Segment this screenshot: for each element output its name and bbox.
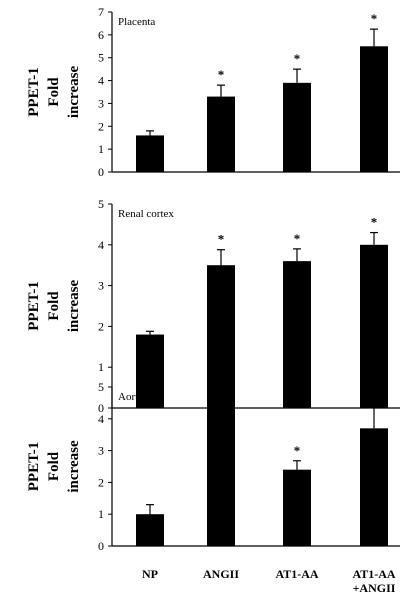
bar xyxy=(360,244,388,408)
y-axis-label-line: increase xyxy=(66,66,82,119)
bar xyxy=(136,334,164,408)
panel-title: Placenta xyxy=(118,16,155,28)
bar xyxy=(136,135,164,172)
y-tick-label: 0 xyxy=(98,539,104,553)
y-axis-label-line: increase xyxy=(66,440,82,493)
y-tick-label: 5 xyxy=(98,380,104,394)
x-category-label: NP xyxy=(142,567,158,581)
y-axis-label-line: Fold xyxy=(46,77,62,107)
y-tick-label: 2 xyxy=(98,475,104,489)
y-tick-label: 4 xyxy=(98,238,104,252)
y-tick-label: 0 xyxy=(98,165,104,179)
x-category-label: +ANGII xyxy=(353,581,396,595)
y-axis-label-line: Fold xyxy=(46,291,62,321)
y-tick-label: 7 xyxy=(98,5,104,19)
panel-title: Aortas xyxy=(118,391,147,403)
y-tick-label: 3 xyxy=(98,279,104,293)
y-tick-label: 3 xyxy=(98,444,104,458)
bar xyxy=(283,82,311,172)
y-tick-label: 3 xyxy=(98,96,104,110)
y-tick-label: 5 xyxy=(98,51,104,65)
y-tick-label: 1 xyxy=(98,507,104,521)
y-tick-label: 4 xyxy=(98,412,104,426)
bar xyxy=(136,514,164,546)
y-tick-label: 4 xyxy=(98,74,104,88)
x-category-label: AT1-AA xyxy=(275,567,318,581)
bar xyxy=(360,46,388,172)
y-axis-label-line: increase xyxy=(66,280,82,333)
significance-star: * xyxy=(218,232,225,247)
bar xyxy=(207,96,235,172)
significance-star: * xyxy=(371,11,378,26)
y-tick-label: 0 xyxy=(98,401,104,415)
significance-star: * xyxy=(294,443,301,458)
significance-star: * xyxy=(294,231,301,246)
y-tick-label: 2 xyxy=(98,119,104,133)
y-tick-label: 1 xyxy=(98,142,104,156)
y-tick-label: 1 xyxy=(98,360,104,374)
significance-star: * xyxy=(371,389,378,404)
significance-star: * xyxy=(371,215,378,230)
bar xyxy=(283,261,311,408)
y-axis-label-line: PPET-1 xyxy=(26,67,42,116)
x-category-label: AT1-AA xyxy=(352,567,395,581)
significance-star: * xyxy=(218,383,225,398)
y-axis-label-line: PPET-1 xyxy=(26,442,42,491)
bar xyxy=(207,404,235,546)
bar xyxy=(360,428,388,546)
bar xyxy=(207,265,235,408)
bar xyxy=(283,469,311,546)
y-axis-label-line: PPET-1 xyxy=(26,281,42,330)
y-tick-label: 2 xyxy=(98,319,104,333)
significance-star: * xyxy=(218,67,225,82)
y-tick-label: 5 xyxy=(98,197,104,211)
y-tick-label: 6 xyxy=(98,28,104,42)
significance-star: * xyxy=(294,51,301,66)
y-axis-label-line: Fold xyxy=(46,451,62,481)
x-category-label: ANGII xyxy=(203,567,239,581)
panel-title: Renal cortex xyxy=(118,208,174,220)
